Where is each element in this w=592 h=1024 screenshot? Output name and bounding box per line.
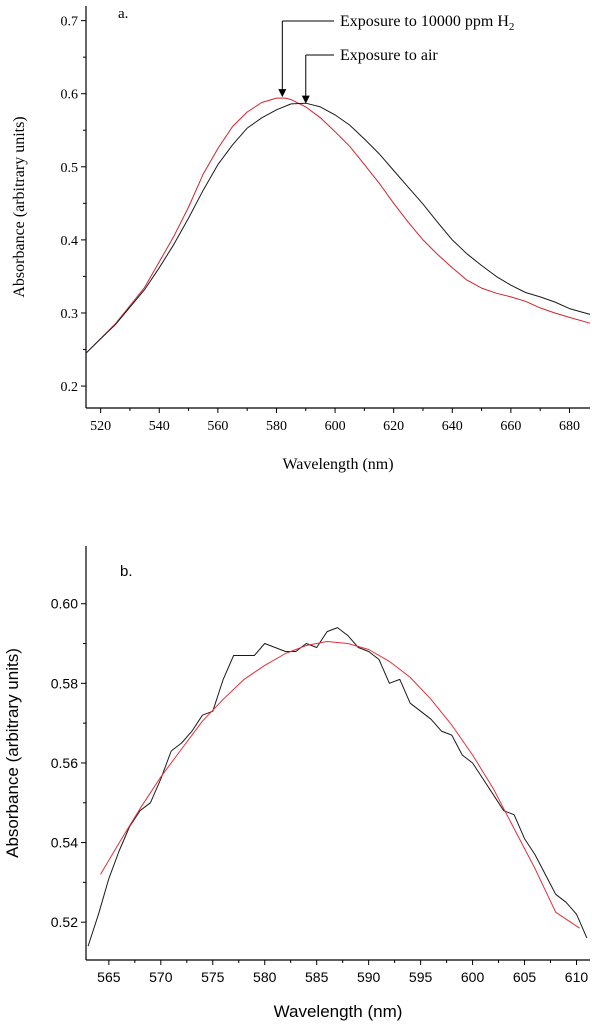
x-tick-label: 540: [149, 419, 170, 434]
x-tick-label: 570: [149, 969, 173, 985]
series-line-a-1: [85, 97, 591, 354]
y-tick-label: 0.60: [51, 596, 78, 612]
y-axis-label: Absorbance (arbitrary units): [11, 116, 28, 297]
panel-label: a.: [118, 6, 128, 22]
x-tick-label: 580: [253, 969, 277, 985]
annotation-subscript: 2: [509, 21, 515, 33]
annotation-arrowhead: [278, 89, 287, 98]
x-tick-label: 620: [383, 419, 404, 434]
y-tick-label: 0.6: [61, 88, 79, 103]
annotation-arrowhead: [301, 95, 310, 104]
x-tick-label: 600: [461, 969, 485, 985]
x-tick-label: 605: [513, 969, 537, 985]
panel-b: 0.52 0.54 0.56 0.58 0.60 565 570 575 580 585 590 59…: [3, 546, 590, 1021]
x-tick-label: 580: [266, 419, 287, 434]
y-tick-label: 0.3: [61, 307, 79, 322]
x-tick-label: 600: [325, 419, 346, 434]
x-tick-label: 640: [442, 419, 463, 434]
x-tick-label: 660: [500, 419, 521, 434]
y-tick-label: 0.52: [51, 914, 78, 930]
y-tick-label: 0.4: [61, 234, 79, 249]
y-tick-label: 0.54: [51, 835, 78, 851]
x-tick-label: 585: [305, 969, 329, 985]
series-line-b-2: [100, 641, 580, 929]
x-axis-label: Wavelength (nm): [274, 1002, 403, 1021]
y-tick-label: 0.58: [51, 675, 78, 691]
x-axis-label: Wavelength (nm): [282, 456, 393, 473]
x-tick-label: 565: [97, 969, 121, 985]
annotation-main-text: Exposure to air: [340, 47, 438, 64]
y-tick-label: 0.7: [61, 15, 79, 30]
x-tick-label: 680: [559, 419, 580, 434]
panel-label: b.: [120, 563, 133, 580]
series-line-b-1: [87, 627, 588, 947]
y-tick-label: 0.2: [61, 380, 79, 395]
x-tick-label: 575: [201, 969, 225, 985]
y-tick-label: 0.56: [51, 755, 78, 771]
annotation-main-text: Exposure to 10000 ppm H: [340, 13, 509, 30]
y-axis-label: Absorbance (arbitrary units): [3, 648, 22, 858]
x-tick-label: 590: [357, 969, 381, 985]
panel-a: 0.2 0.3 0.4 0.5 0.6 0.7 520 540 560 580 600 620 640 6…: [11, 6, 591, 473]
series-line-a-2: [85, 102, 591, 354]
x-tick-label: 610: [565, 969, 589, 985]
annotation-text: Exposure to air: [340, 47, 438, 64]
annotation-text: Exposure to 10000 ppm H2: [340, 13, 514, 33]
y-tick-label: 0.5: [61, 161, 79, 176]
x-tick-label: 520: [90, 419, 111, 434]
x-tick-label: 595: [409, 969, 433, 985]
x-tick-label: 560: [207, 419, 228, 434]
